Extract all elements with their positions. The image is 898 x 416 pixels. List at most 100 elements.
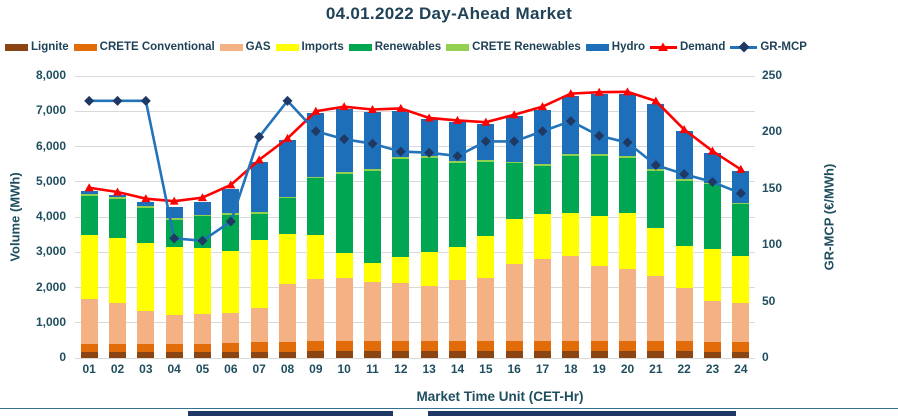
left-tick-0: 0 bbox=[59, 350, 66, 364]
gr-mcp-marker-11 bbox=[367, 138, 378, 149]
bar-segment-crete-renewables bbox=[80, 194, 98, 196]
bar-segment-renewables bbox=[505, 163, 523, 220]
footer-rule bbox=[0, 408, 898, 409]
bar-segment-crete-conventional bbox=[137, 343, 155, 353]
x-tick-12: 12 bbox=[394, 362, 408, 376]
demand-marker-09 bbox=[311, 106, 321, 115]
gr-mcp-marker-01 bbox=[84, 95, 95, 106]
bar-segment-crete-renewables bbox=[675, 179, 693, 182]
bar-segment-gas bbox=[307, 279, 325, 342]
bar-segment-crete-renewables bbox=[590, 154, 608, 157]
legend-label: Renewables bbox=[374, 41, 442, 53]
bar-segment-crete-conventional bbox=[194, 343, 211, 353]
bar-hour-17 bbox=[534, 109, 551, 358]
gr-mcp-marker-16 bbox=[509, 136, 520, 147]
bar-segment-lignite bbox=[704, 351, 721, 358]
x-tick-13: 13 bbox=[422, 362, 436, 376]
bar-segment-crete-conventional bbox=[590, 340, 608, 351]
bar-segment-crete-renewables bbox=[647, 169, 665, 172]
x-tick-18: 18 bbox=[564, 362, 578, 376]
bar-segment-renewables bbox=[647, 171, 665, 228]
gridline-2000 bbox=[75, 287, 755, 288]
bar-hour-15 bbox=[477, 124, 495, 358]
bar-segment-gas bbox=[222, 312, 240, 343]
bar-segment-crete-conventional bbox=[534, 341, 551, 352]
crete-renewables-swatch bbox=[446, 43, 470, 51]
gr-mcp-marker-07 bbox=[254, 131, 265, 142]
bar-segment-imports bbox=[194, 248, 211, 314]
bar-segment-lignite bbox=[250, 351, 268, 358]
left-tick-7000: 7,000 bbox=[35, 103, 66, 118]
bar-hour-24 bbox=[732, 171, 750, 358]
bar-hour-03 bbox=[137, 201, 155, 358]
gridline-8000 bbox=[75, 75, 755, 77]
bar-segment-gas bbox=[109, 303, 126, 344]
legend-item-gr-mcp: GR-MCP bbox=[730, 41, 807, 53]
triangle-marker-icon bbox=[658, 42, 669, 53]
demand-marker-20 bbox=[623, 87, 632, 96]
bar-segment-crete-renewables bbox=[165, 218, 183, 221]
x-tick-04: 04 bbox=[167, 362, 181, 376]
demand-marker-12 bbox=[396, 103, 406, 112]
gr-mcp-marker-17 bbox=[537, 126, 548, 137]
x-tick-23: 23 bbox=[705, 362, 720, 376]
bar-segment-crete-conventional bbox=[279, 342, 296, 352]
bar-segment-crete-renewables bbox=[307, 176, 325, 179]
bar-segment-crete-conventional bbox=[335, 341, 353, 352]
bar-segment-renewables bbox=[449, 162, 466, 247]
x-tick-24: 24 bbox=[734, 362, 748, 376]
gr-mcp-marker-22 bbox=[679, 169, 690, 180]
bar-hour-23 bbox=[704, 152, 721, 358]
bar-segment-lignite bbox=[109, 352, 126, 358]
gr-mcp-marker-15 bbox=[480, 136, 491, 147]
gridline-3000 bbox=[75, 251, 755, 253]
bar-segment-lignite bbox=[675, 351, 693, 358]
gridline-7000 bbox=[75, 110, 755, 112]
bar-segment-crete-renewables bbox=[562, 154, 580, 157]
bar-segment-crete-conventional bbox=[364, 341, 381, 352]
bar-segment-crete-renewables bbox=[392, 157, 410, 160]
bar-segment-gas bbox=[165, 315, 183, 344]
bar-segment-crete-conventional bbox=[109, 343, 126, 353]
right-tick-200: 200 bbox=[762, 124, 783, 139]
bar-segment-gas bbox=[534, 259, 551, 342]
bar-segment-imports bbox=[335, 253, 353, 278]
demand-marker-17 bbox=[538, 102, 547, 111]
bar-segment-gas bbox=[80, 299, 98, 344]
bar-segment-hydro bbox=[420, 119, 438, 157]
bar-segment-renewables bbox=[250, 213, 268, 240]
bar-segment-imports bbox=[534, 214, 551, 260]
bar-segment-gas bbox=[675, 287, 693, 342]
x-tick-09: 09 bbox=[309, 362, 323, 376]
x-tick-20: 20 bbox=[620, 362, 635, 376]
bar-segment-crete-conventional bbox=[732, 342, 750, 352]
bar-segment-imports bbox=[222, 251, 240, 313]
bar-segment-gas bbox=[647, 275, 665, 341]
bar-segment-gas bbox=[477, 278, 495, 342]
left-tick-4000: 4,000 bbox=[35, 209, 66, 223]
bar-segment-crete-conventional bbox=[307, 341, 325, 352]
gr-mcp-marker-10 bbox=[339, 134, 350, 145]
demand-marker-24 bbox=[736, 164, 746, 173]
bar-segment-lignite bbox=[420, 351, 438, 358]
demand-marker-05 bbox=[198, 193, 207, 202]
gr-mcp-marker-04 bbox=[169, 233, 180, 244]
crete-conventional-swatch bbox=[73, 43, 97, 51]
bar-segment-imports bbox=[165, 247, 183, 316]
bar-segment-imports bbox=[732, 256, 750, 303]
legend-item-imports: Imports bbox=[275, 41, 344, 53]
bar-segment-imports bbox=[307, 235, 325, 280]
bar-segment-imports bbox=[364, 262, 381, 282]
bar-segment-gas bbox=[137, 311, 155, 344]
gr-mcp-marker-08 bbox=[282, 95, 293, 106]
footer-bar-left bbox=[188, 411, 393, 416]
x-tick-01: 01 bbox=[82, 362, 96, 376]
bar-segment-gas bbox=[704, 300, 721, 343]
bar-segment-renewables bbox=[307, 178, 325, 236]
gridline-4000 bbox=[75, 216, 755, 218]
bar-segment-crete-conventional bbox=[250, 342, 268, 352]
bar-hour-11 bbox=[364, 111, 381, 358]
bar-segment-crete-conventional bbox=[562, 340, 580, 351]
bar-segment-gas bbox=[420, 286, 438, 342]
chart-legend: Lignite CRETE Conventional GAS Imports Renew… bbox=[5, 41, 807, 53]
